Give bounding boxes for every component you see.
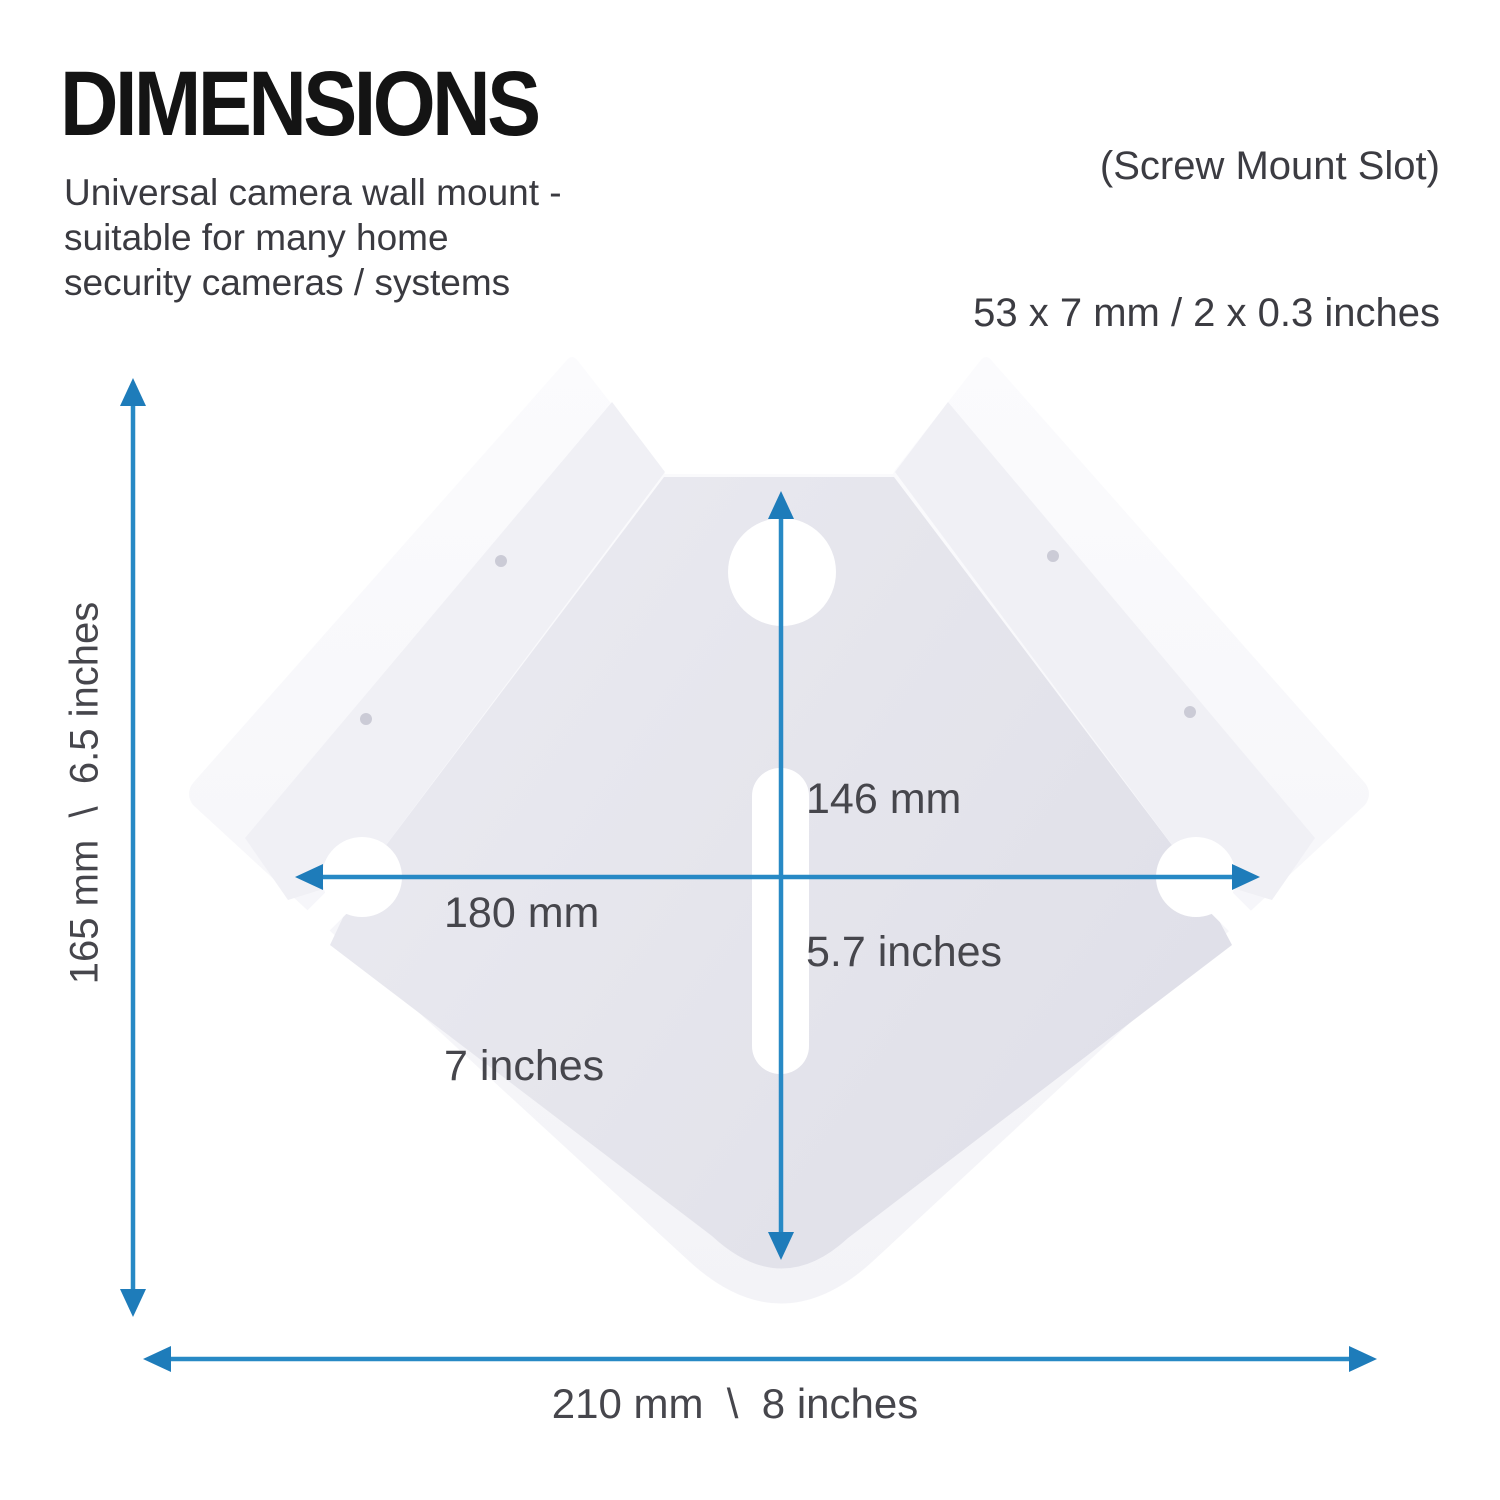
width-arrow — [143, 1346, 1377, 1372]
right-wing-face — [895, 402, 1315, 900]
outer-width-label: 210 mm \ 8 inches — [551, 1380, 919, 1427]
screw-dimple — [1184, 706, 1196, 718]
screw-dimples — [360, 550, 1196, 725]
screw-mount-slot-size: 53 x 7 mm / 2 x 0.3 inches — [973, 291, 1440, 335]
dimension-arrows — [120, 378, 1377, 1372]
inner-width-label: 180 mm 7 inches — [444, 786, 604, 1143]
height-arrow — [120, 378, 146, 1317]
screw-dimple — [1047, 550, 1059, 562]
inner-width-inches: 7 inches — [444, 1042, 605, 1090]
screw-mount-slot-title: (Screw Mount Slot) — [1099, 144, 1440, 188]
inner-height-inches: 5.7 inches — [806, 928, 1003, 976]
subtitle-line-2: suitable for many home — [64, 217, 449, 258]
inner-width-mm: 180 mm — [444, 889, 600, 937]
screw-dimple — [360, 713, 372, 725]
inner-height-label: 146 mm 5.7 inches — [806, 672, 1002, 1029]
inner-height-mm: 146 mm — [806, 775, 962, 823]
screw-mount-slot-note: (Screw Mount Slot) 53 x 7 mm / 2 x 0.3 i… — [973, 44, 1440, 387]
subtitle-line-1: Universal camera wall mount - — [64, 172, 562, 213]
subtitle-line-3: security cameras / systems — [64, 262, 511, 303]
left-wing-face — [245, 402, 665, 900]
screw-dimple — [495, 555, 507, 567]
outer-height-label: 165 mm \ 6.5 inches — [62, 601, 107, 985]
page-subtitle: Universal camera wall mount - suitable f… — [64, 170, 562, 305]
page-title: DIMENSIONS — [60, 53, 541, 155]
inner-width-arrow — [295, 864, 1260, 890]
